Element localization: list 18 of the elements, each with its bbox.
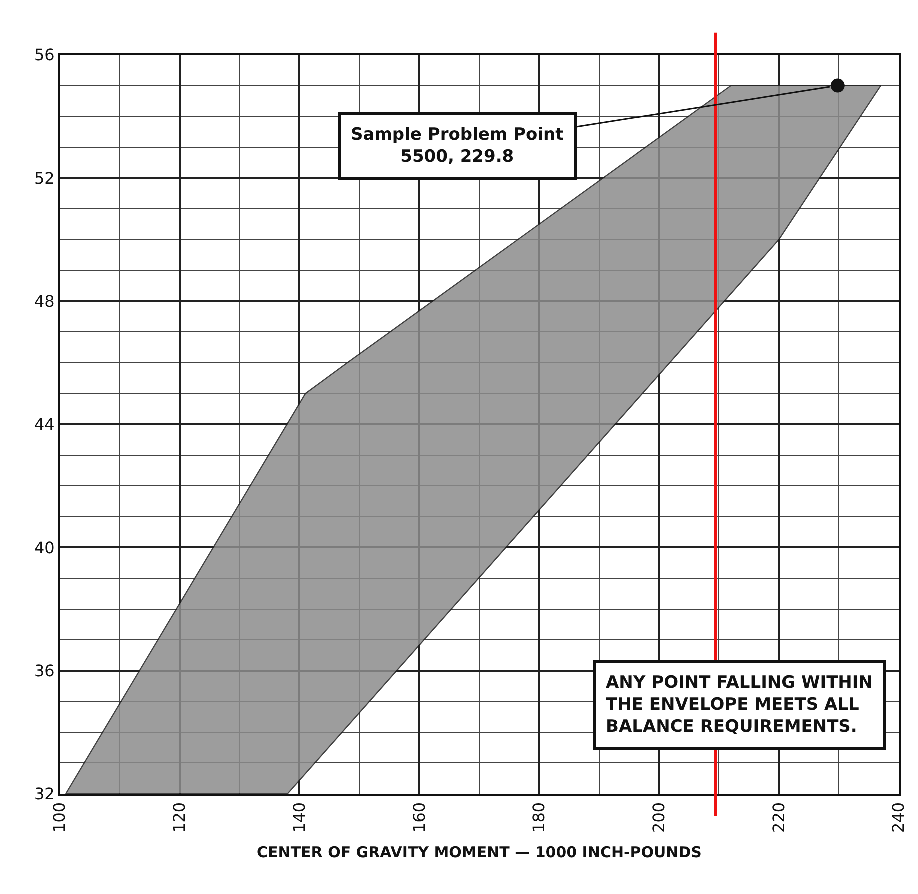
annotation: ANY POINT FALLING WITHIN THE ENVELOPE MEETS ALL BALANCE REQUIREMENTS. — [606, 673, 873, 738]
y-tick-label: 36 — [34, 661, 55, 680]
x-tick-label: 120 — [170, 802, 190, 833]
x-tick-label: 180 — [530, 802, 549, 833]
x-tick-label: 140 — [290, 802, 309, 833]
x-tick-label: 100 — [50, 802, 70, 833]
y-tick-label: 32 — [34, 784, 55, 804]
x-tick-label: 160 — [410, 802, 429, 833]
x-tick-label: 220 — [769, 802, 788, 833]
y-tick-label: 40 — [34, 538, 55, 558]
y-tick-label: 44 — [34, 415, 55, 434]
y-tick-label: 48 — [34, 292, 55, 311]
y-tick-label: 52 — [34, 168, 55, 188]
x-tick-label: 200 — [649, 802, 668, 833]
y-tick-label: 56 — [34, 46, 55, 65]
x-tick-label: 240 — [889, 802, 908, 833]
x-axis-title: CENTER OF GRAVITY MOMENT — 1000 INCH-POUNDS — [257, 843, 702, 862]
annotation: Sample Problem Point 5500, 229.8 — [351, 125, 564, 168]
